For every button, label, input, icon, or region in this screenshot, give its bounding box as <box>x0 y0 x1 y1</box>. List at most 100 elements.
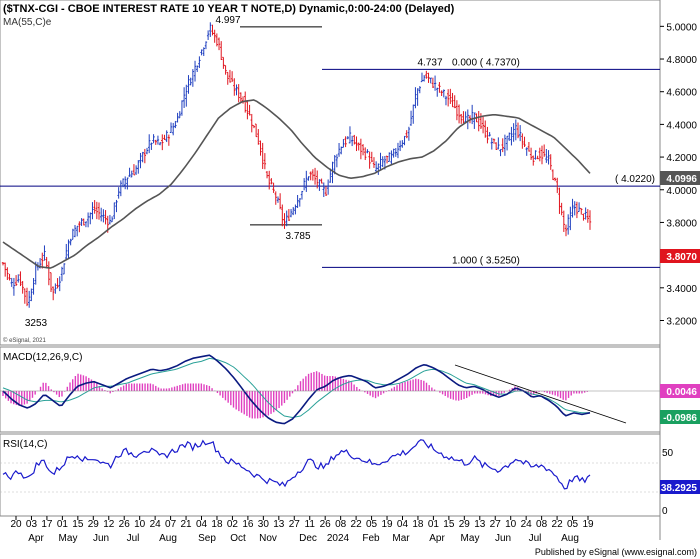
price-bar <box>359 138 363 160</box>
level-note: ( 4.0220) <box>615 174 655 185</box>
price-bar <box>220 41 223 60</box>
level-note: 0.000 ( 4.7370) <box>452 57 520 68</box>
x-tick-label: 10 <box>505 519 517 530</box>
price-bar <box>431 77 435 89</box>
month-label: 2024 <box>327 533 350 544</box>
moving-average-line <box>2 99 591 269</box>
x-tick-label: 04 <box>397 519 409 530</box>
last-price-value: 3.8070 <box>666 252 697 263</box>
price-bar <box>442 89 445 98</box>
price-bar <box>337 143 341 157</box>
price-bar <box>444 95 448 106</box>
price-bar <box>25 287 29 307</box>
price-bar <box>163 134 166 140</box>
price-bar <box>185 84 188 107</box>
price-bar <box>73 224 77 238</box>
x-tick-label: 04 <box>196 519 208 530</box>
macd-histogram <box>2 371 589 419</box>
price-bar <box>178 111 181 119</box>
price-bar <box>69 238 72 246</box>
price-bar <box>453 95 456 109</box>
price-bar <box>564 224 568 237</box>
price-bar <box>302 178 306 191</box>
price-bar <box>508 132 511 141</box>
price-bar <box>414 87 417 109</box>
price-bar <box>206 30 210 40</box>
price-bar <box>588 210 592 230</box>
x-tick-label: 01 <box>57 519 69 530</box>
price-bar <box>333 155 336 175</box>
price-bar <box>283 213 286 229</box>
price-bar <box>457 104 461 124</box>
price-bar <box>21 281 24 294</box>
price-bar <box>501 138 504 153</box>
price-bar <box>440 90 443 97</box>
price-bar <box>121 178 125 188</box>
price-bar <box>532 155 535 166</box>
y-tick-label: 4.4000 <box>666 120 697 131</box>
price-bar <box>416 88 419 106</box>
price-bar <box>124 176 127 190</box>
x-tick-label: 15 <box>443 519 455 530</box>
price-bar <box>562 210 566 232</box>
macd-value: 0.0046 <box>666 387 697 398</box>
x-tick-label: 22 <box>552 519 564 530</box>
price-bar <box>549 154 552 170</box>
price-bar <box>521 133 524 149</box>
price-bar <box>490 137 494 150</box>
price-bar <box>307 176 310 181</box>
price-bar <box>252 125 256 129</box>
price-bar <box>331 161 334 184</box>
y-tick-label: 4.2000 <box>666 153 697 164</box>
price-bar <box>6 267 9 281</box>
copyright: © eSignal, 2021 <box>3 337 46 344</box>
price-bar <box>366 149 369 154</box>
price-bar <box>318 179 321 191</box>
price-bar <box>551 169 555 181</box>
price-bars <box>1 22 592 308</box>
price-bar <box>10 277 13 287</box>
month-label: Mar <box>392 533 410 544</box>
price-bar <box>289 208 293 218</box>
price-bar <box>497 137 500 150</box>
price-bar <box>512 123 515 142</box>
price-bar <box>516 122 520 139</box>
price-bar <box>292 207 295 216</box>
chart-title: ($TNX-CGI - CBOE INTEREST RATE 10 YEAR T… <box>3 3 455 15</box>
price-bar <box>486 126 489 144</box>
price-bar <box>30 288 33 302</box>
price-bar <box>71 228 75 240</box>
price-bar <box>536 155 539 160</box>
rsi-axis: 0 50 <box>662 448 674 517</box>
price-bar <box>582 213 585 221</box>
x-tick-label: 19 <box>381 519 393 530</box>
price-bar <box>215 33 219 47</box>
price-bar <box>385 155 389 164</box>
price-bar <box>388 152 391 162</box>
x-tick-label: 15 <box>72 519 84 530</box>
price-bar <box>119 180 123 197</box>
price-bar <box>529 147 533 160</box>
footer-publisher: Published by eSignal (www.esignal.com) <box>535 547 697 557</box>
price-bar <box>499 148 502 157</box>
rsi-line <box>2 439 591 490</box>
month-label: Jul <box>127 533 140 544</box>
price-bar <box>569 206 572 231</box>
rsi-pane <box>0 433 661 517</box>
price-bar <box>425 70 428 79</box>
price-bar <box>298 198 301 207</box>
macd-value-badge <box>660 384 700 398</box>
month-label: Nov <box>259 533 277 544</box>
price-bar <box>47 261 51 286</box>
x-tick-label: 27 <box>289 519 301 530</box>
x-tick-label: 12 <box>103 519 115 530</box>
x-tick-label: 26 <box>119 519 131 530</box>
price-bar <box>204 41 208 50</box>
price-bar <box>350 135 354 147</box>
level-labels: 4.997 4.737 0.000 ( 4.7370) ( 4.0220) 3.785 1… <box>25 15 655 329</box>
price-bar <box>110 216 114 223</box>
price-bar <box>361 144 365 156</box>
price-bar <box>586 209 590 223</box>
y-tick-label: 3.8000 <box>666 218 697 229</box>
price-bar <box>492 138 496 144</box>
